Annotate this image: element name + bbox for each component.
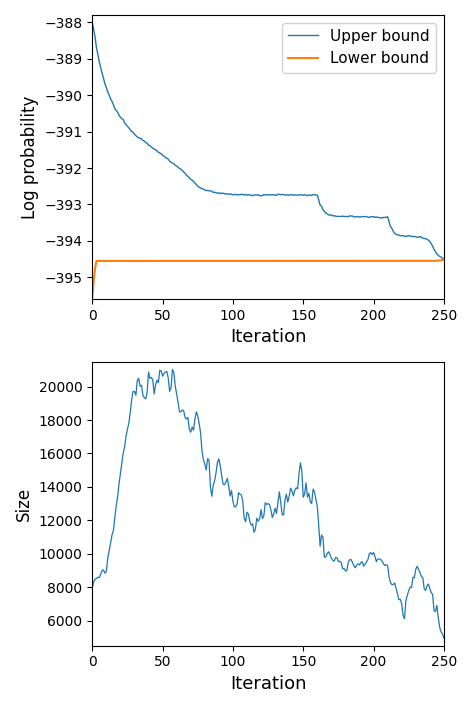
Upper bound — [297, 190, 303, 199]
Lower bound — [228, 257, 233, 266]
X-axis label: Iteration: Iteration — [230, 329, 306, 346]
Lower bound — [302, 257, 307, 266]
Line: Lower bound: Lower bound — [93, 258, 444, 297]
Upper bound — [441, 254, 447, 263]
Legend: Upper bound, Lower bound: Upper bound, Lower bound — [282, 23, 436, 72]
Lower bound — [354, 257, 360, 266]
Upper bound — [354, 212, 360, 221]
Lower bound — [250, 257, 255, 266]
Y-axis label: Log probability: Log probability — [21, 96, 39, 219]
Lower bound — [90, 293, 95, 302]
Y-axis label: Size: Size — [15, 486, 33, 520]
Upper bound — [90, 18, 95, 27]
Upper bound — [228, 190, 233, 198]
Lower bound — [297, 257, 303, 266]
Line: Upper bound: Upper bound — [93, 23, 444, 258]
Upper bound — [302, 190, 307, 199]
Upper bound — [327, 211, 333, 219]
X-axis label: Iteration: Iteration — [230, 675, 306, 693]
Upper bound — [250, 191, 255, 200]
Lower bound — [327, 257, 333, 266]
Lower bound — [441, 254, 447, 263]
